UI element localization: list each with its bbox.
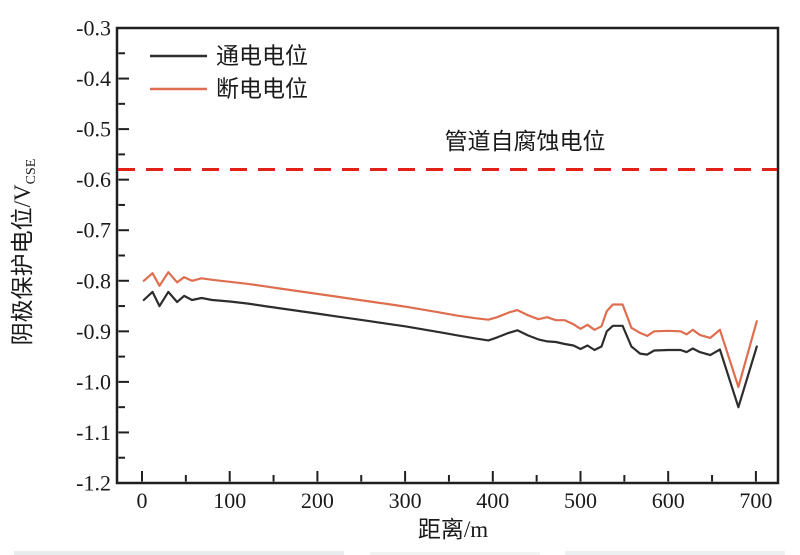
y-tick-label: -0.6 [76, 167, 111, 192]
data-series [142, 271, 758, 409]
x-tick-label: 700 [739, 488, 772, 513]
x-tick-label: 0 [137, 488, 148, 513]
y-tick-label: -0.8 [76, 268, 111, 293]
y-tick-label: -0.9 [76, 319, 111, 344]
series-off-potential-line [142, 271, 758, 388]
legend-label-on-potential: 通电电位 [216, 44, 308, 69]
x-tick-label: 200 [301, 488, 334, 513]
x-tick-label: 300 [389, 488, 422, 513]
scan-artifact [14, 551, 785, 555]
y-tick-label: -0.5 [76, 117, 111, 142]
series-on-potential-line [142, 290, 758, 409]
y-tick-label: -1.0 [76, 369, 111, 394]
x-tick-label: 500 [564, 488, 597, 513]
y-axis-title: 阴极保护电位/VCSE [10, 159, 39, 346]
y-axis-title-main: 阴极保护电位/V [10, 184, 35, 345]
x-tick-label: 400 [476, 488, 509, 513]
y-tick-label: -1.2 [76, 471, 111, 496]
y-axis-title-subscript: CSE [24, 159, 39, 185]
y-tick-label: -0.3 [76, 16, 111, 41]
y-tick-label: -0.7 [76, 218, 111, 243]
y-tick-label: -1.1 [76, 420, 111, 445]
plot-border [115, 26, 780, 485]
y-tick-label: -0.4 [76, 66, 111, 91]
legend: 通电电位 断电电位 [150, 44, 308, 102]
reference-line-label: 管道自腐蚀电位 [445, 129, 606, 154]
x-axis-title: 距离/m [418, 517, 488, 542]
x-tick-label: 600 [652, 488, 685, 513]
x-tick-label: 100 [213, 488, 246, 513]
axis-ticks: -0.3 -0.4 -0.5 -0.6 -0.7 -0.8 -0.9 -1.0 -1.1 -1.2… [76, 16, 772, 514]
legend-label-off-potential: 断电电位 [216, 77, 308, 102]
